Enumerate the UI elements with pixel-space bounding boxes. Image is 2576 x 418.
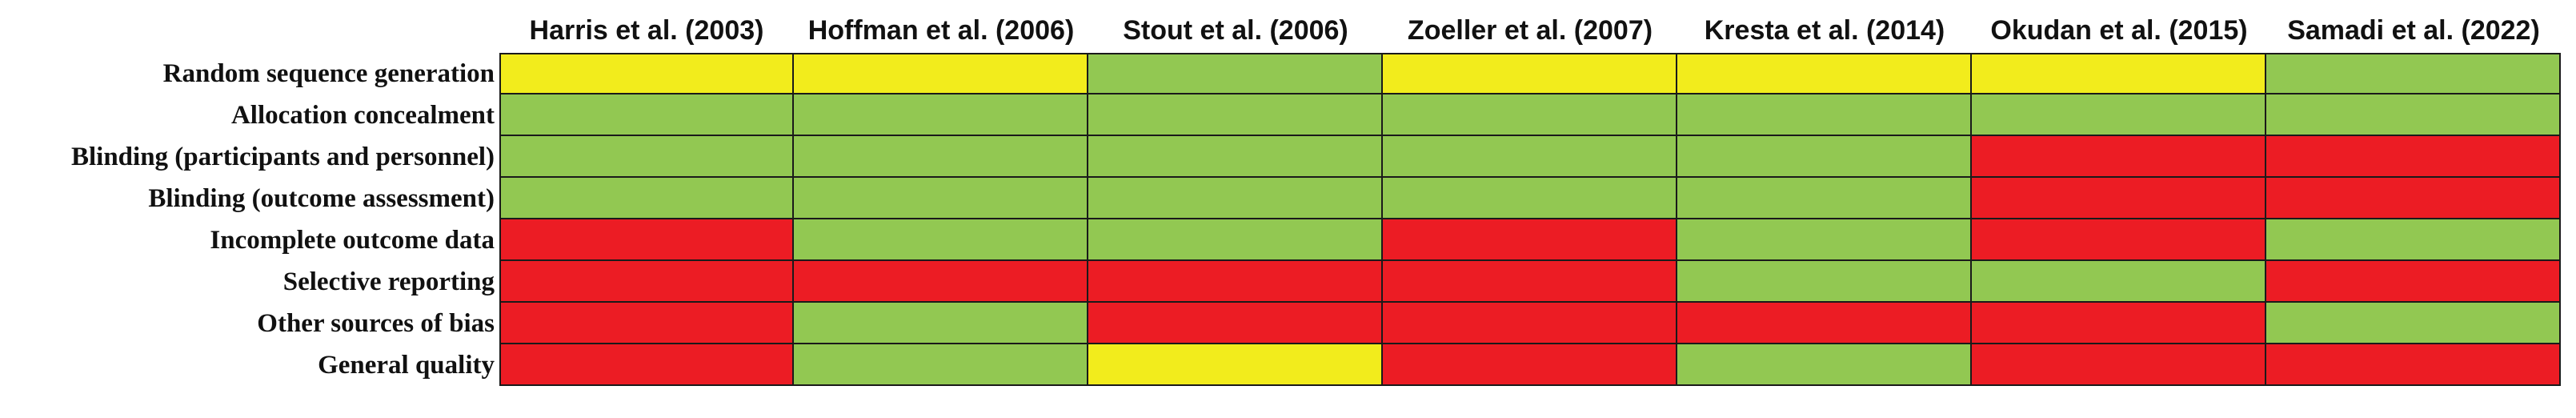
rating-cell-green	[499, 178, 794, 219]
rating-cell-green	[499, 136, 794, 178]
rating-cell-red	[1088, 261, 1383, 303]
rating-cell-red	[1972, 344, 2266, 386]
rating-cell-red	[1088, 303, 1383, 344]
study-header: Hoffman et al. (2006)	[807, 14, 1075, 46]
rating-cell-green	[794, 178, 1088, 219]
rating-cell-yellow	[1088, 344, 1383, 386]
rating-cell-green	[1677, 136, 1972, 178]
rating-cell-red	[1383, 219, 1677, 261]
rating-cell-red	[2266, 136, 2561, 178]
rating-cell-green	[794, 219, 1088, 261]
domain-label: Selective reporting	[282, 267, 495, 296]
rating-cell-red	[1383, 261, 1677, 303]
rating-cell-yellow	[1677, 53, 1972, 94]
rating-cell-green	[1383, 136, 1677, 178]
study-header: Harris et al. (2003)	[529, 14, 764, 46]
rating-cell-green	[1972, 261, 2266, 303]
rating-cell-green	[2266, 53, 2561, 94]
rating-cell-green	[2266, 219, 2561, 261]
domain-label: Incomplete outcome data	[210, 225, 495, 255]
rating-cell-green	[1677, 178, 1972, 219]
study-header: Okudan et al. (2015)	[1990, 14, 2248, 46]
rating-cell-green	[2266, 303, 2561, 344]
rating-cell-red	[1972, 178, 2266, 219]
rating-cell-yellow	[794, 53, 1088, 94]
study-header: Stout et al. (2006)	[1123, 14, 1348, 46]
rating-cell-red	[2266, 344, 2561, 386]
rating-cell-red	[794, 261, 1088, 303]
rating-cell-red	[499, 261, 794, 303]
rating-cell-green	[1972, 94, 2266, 136]
rating-cell-green	[1088, 178, 1383, 219]
rating-cell-green	[1088, 53, 1383, 94]
rating-cell-green	[1677, 94, 1972, 136]
rating-cell-yellow	[1383, 53, 1677, 94]
rating-cell-red	[1972, 219, 2266, 261]
rating-cell-green	[1677, 261, 1972, 303]
study-header: Kresta et al. (2014)	[1704, 14, 1945, 46]
rating-cell-red	[2266, 261, 2561, 303]
domain-label: Blinding (participants and personnel)	[70, 142, 495, 171]
rating-cell-green	[1677, 344, 1972, 386]
rating-cell-green	[794, 303, 1088, 344]
rating-cell-yellow	[499, 53, 794, 94]
risk-of-bias-table: Harris et al. (2003) Hoffman et al. (2006…	[3, 8, 2561, 386]
study-header: Zoeller et al. (2007)	[1407, 14, 1653, 46]
rating-cell-green	[2266, 94, 2561, 136]
rating-cell-green	[1677, 219, 1972, 261]
rating-cell-red	[1677, 303, 1972, 344]
domain-label: Allocation concealment	[230, 100, 495, 130]
rating-cell-red	[1972, 303, 2266, 344]
rating-cell-yellow	[1972, 53, 2266, 94]
rating-cell-green	[1088, 219, 1383, 261]
rating-cell-green	[1383, 178, 1677, 219]
rating-cell-green	[794, 94, 1088, 136]
rating-cell-red	[1383, 344, 1677, 386]
rating-cell-red	[499, 303, 794, 344]
rating-cell-green	[794, 344, 1088, 386]
rating-cell-green	[1088, 136, 1383, 178]
rating-cell-green	[1088, 94, 1383, 136]
rating-cell-green	[794, 136, 1088, 178]
rating-cell-green	[1383, 94, 1677, 136]
rating-cell-red	[1972, 136, 2266, 178]
rating-cell-green	[499, 94, 794, 136]
rating-cell-red	[2266, 178, 2561, 219]
rating-cell-red	[499, 344, 794, 386]
rating-cell-red	[499, 219, 794, 261]
table-corner	[3, 8, 499, 53]
domain-label: Random sequence generation	[162, 58, 495, 88]
domain-label: Other sources of bias	[257, 308, 495, 338]
domain-label: General quality	[318, 350, 495, 380]
rating-cell-red	[1383, 303, 1677, 344]
domain-label: Blinding (outcome assessment)	[148, 183, 495, 213]
study-header: Samadi et al. (2022)	[2287, 14, 2540, 46]
